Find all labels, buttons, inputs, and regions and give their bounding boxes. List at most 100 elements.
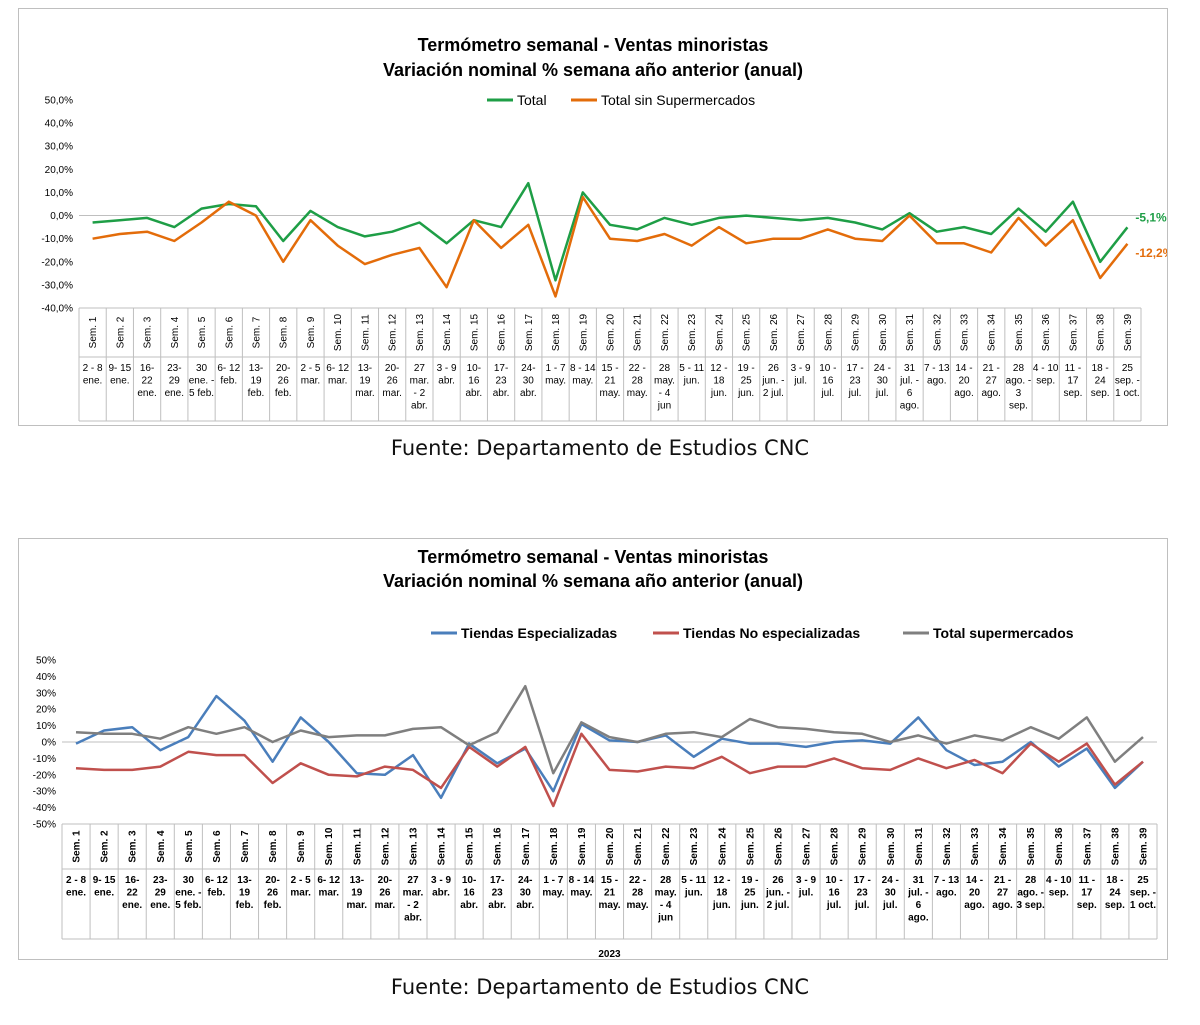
- y-tick-label: -20,0%: [41, 257, 73, 268]
- category-date-label: 3 - 9 jul.: [791, 363, 811, 387]
- y-tick-label: -30%: [33, 787, 56, 798]
- category-week-label: Sem. 38: [1096, 313, 1107, 351]
- category-date-label: 22 -28 may.: [627, 875, 649, 911]
- category-date-label: 6- 12 feb.: [205, 875, 228, 899]
- y-tick-label: -20%: [33, 770, 56, 781]
- category-date-label: 3 - 9 jul.: [796, 875, 816, 899]
- y-tick-label: 40,0%: [45, 119, 73, 130]
- category-date-label: 9- 15 ene.: [108, 363, 131, 387]
- category-date-label: 14 -20 ago.: [964, 875, 985, 911]
- category-week-label: Sem. 4: [170, 316, 181, 348]
- category-week-label: Sem. 25: [742, 313, 753, 351]
- y-tick-label: -40%: [33, 803, 56, 814]
- category-date-label: 31 jul. -6 ago.: [899, 363, 919, 412]
- category-date-label: 3 - 9 abr.: [431, 875, 451, 899]
- category-date-label: 7 - 13 ago.: [924, 363, 950, 387]
- legend-label: Tiendas Especializadas: [461, 625, 617, 641]
- category-date-label: 17 -23 jul.: [854, 875, 871, 911]
- category-date-label: 6- 12 mar.: [317, 875, 340, 899]
- category-week-label: Sem. 24: [717, 827, 728, 865]
- category-week-label: Sem. 8: [268, 830, 279, 863]
- category-week-label: Sem. 11: [352, 827, 363, 865]
- y-tick-label: -30,0%: [41, 280, 73, 291]
- category-week-label: Sem. 22: [660, 313, 671, 351]
- y-tick-label: 0%: [42, 738, 57, 749]
- category-date-label: 28 may. - 4 jun: [654, 363, 675, 412]
- category-date-label: 22 -28 may.: [627, 363, 648, 399]
- category-week-label: Sem. 4: [156, 830, 167, 863]
- category-date-label: 13-19 feb.: [248, 363, 265, 399]
- category-date-label: 4 - 10 sep.: [1046, 875, 1072, 899]
- chart-panel-bottom: Termómetro semanal - Ventas minoristas V…: [18, 538, 1168, 960]
- chart-title-line1: Termómetro semanal - Ventas minoristas: [418, 35, 769, 55]
- category-date-label: 3 - 9 abr.: [437, 363, 457, 387]
- category-week-label: Sem. 39: [1138, 827, 1149, 865]
- category-date-label: 27 mar. - 2 abr.: [410, 363, 429, 412]
- category-week-label: Sem. 33: [960, 313, 971, 351]
- y-tick-label: -40,0%: [41, 304, 73, 315]
- category-date-label: 6- 12 mar.: [326, 363, 349, 387]
- category-date-label: 11 -17 sep.: [1063, 363, 1082, 399]
- category-date-label: 8 - 14 may.: [570, 363, 596, 387]
- source-note-bottom: Fuente: Departamento de Estudios CNC: [390, 975, 810, 999]
- category-week-label: Sem. 15: [465, 827, 476, 865]
- category-date-label: 24 -30 jul.: [882, 875, 899, 911]
- line-chart-bottom: Termómetro semanal - Ventas minoristas V…: [33, 547, 1158, 960]
- category-week-label: Sem. 30: [886, 827, 897, 865]
- category-week-label: Sem. 18: [549, 827, 560, 865]
- category-date-label: 20-26 feb.: [264, 875, 282, 911]
- category-week-label: Sem. 36: [1041, 313, 1052, 351]
- category-week-label: Sem. 10: [324, 827, 335, 865]
- category-date-label: 18 -24 sep.: [1091, 363, 1110, 399]
- category-date-label: 1 - 7 may.: [545, 363, 566, 387]
- category-date-label: 17-23 abr.: [488, 875, 506, 911]
- category-week-label: Sem. 20: [605, 827, 616, 865]
- category-week-label: Sem. 26: [773, 827, 784, 865]
- category-date-label: 17-23 abr.: [493, 363, 510, 399]
- y-tick-label: -10,0%: [41, 234, 73, 245]
- category-week-label: Sem. 6: [224, 316, 235, 348]
- category-date-label: 10 -16 jul.: [819, 363, 836, 399]
- category-date-label: 20-26 feb.: [275, 363, 292, 399]
- category-date-label: 8 - 14 may.: [569, 875, 595, 899]
- category-week-label: Sem. 11: [360, 314, 371, 351]
- category-week-label: Sem. 5: [184, 830, 195, 863]
- category-week-label: Sem. 7: [252, 316, 263, 348]
- category-date-label: 23-29 ene.: [165, 363, 184, 399]
- data-label-end: -12,2%: [1135, 246, 1167, 260]
- legend-label: Total: [517, 92, 547, 108]
- category-date-label: 2 - 5 mar.: [300, 363, 320, 387]
- category-week-label: Sem. 16: [493, 827, 504, 865]
- y-tick-label: 30,0%: [45, 142, 73, 153]
- y-tick-label: -10%: [33, 754, 56, 765]
- category-week-label: Sem. 14: [442, 313, 453, 351]
- category-date-label: 21 -27 ago.: [992, 875, 1013, 911]
- category-date-label: 19 -25 jun.: [737, 363, 755, 399]
- category-week-label: Sem. 19: [577, 827, 588, 865]
- category-week-label: Sem. 26: [769, 313, 780, 351]
- category-week-label: Sem. 30: [878, 313, 889, 351]
- chart-title-line2: Variación nominal % semana año anterior …: [383, 60, 803, 80]
- series-line-total: [92, 181, 1129, 282]
- category-week-label: Sem. 34: [987, 313, 998, 351]
- series-line-tiendas-especializadas: [75, 694, 1144, 800]
- category-week-label: Sem. 31: [914, 827, 925, 865]
- y-tick-label: 0,0%: [50, 211, 73, 222]
- category-week-label: Sem. 23: [687, 313, 698, 351]
- category-date-label: 10-16 abr.: [466, 363, 483, 399]
- category-week-label: Sem. 19: [578, 313, 589, 351]
- category-date-label: 1 - 7 may.: [542, 875, 564, 899]
- category-week-label: Sem. 34: [998, 827, 1009, 865]
- category-week-label: Sem. 28: [823, 313, 834, 351]
- category-date-label: 28 may. - 4 jun: [655, 875, 677, 924]
- category-week-label: Sem. 2: [115, 316, 126, 348]
- category-date-label: 25 sep. -1 oct.: [1130, 875, 1156, 911]
- y-tick-label: -50%: [33, 820, 56, 831]
- category-week-label: Sem. 36: [1054, 827, 1065, 865]
- category-date-label: 21 -27 ago.: [981, 363, 1000, 399]
- category-week-label: Sem. 35: [1014, 313, 1025, 351]
- category-date-label: 11 -17 sep.: [1077, 875, 1097, 911]
- category-date-label: 13-19 mar.: [355, 363, 374, 399]
- category-date-label: 7 - 13 ago.: [934, 875, 960, 899]
- category-week-label: Sem. 27: [802, 827, 813, 865]
